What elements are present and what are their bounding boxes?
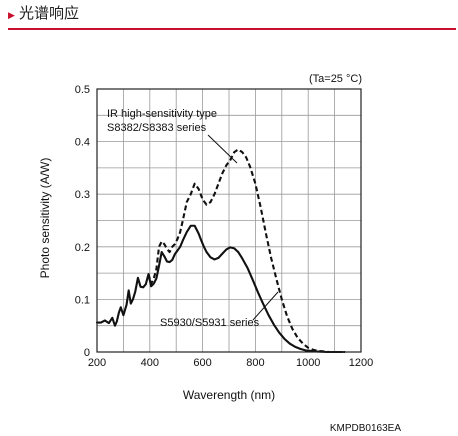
grid bbox=[97, 89, 361, 352]
x-tick-label: 800 bbox=[246, 357, 264, 369]
plot-frame bbox=[96, 88, 362, 353]
condition-label: (Ta=25 °C) bbox=[309, 73, 362, 85]
x-tick-label: 1000 bbox=[296, 357, 320, 369]
x-tick-label: 600 bbox=[193, 357, 211, 369]
series-label-ir: IR high-sensitivity type S8382/S8383 ser… bbox=[107, 108, 238, 164]
series-line-s8382 bbox=[147, 148, 346, 354]
y-tick-label: 0.1 bbox=[75, 294, 90, 306]
y-tick-label: 0.4 bbox=[75, 137, 90, 149]
series-label-s5930: S5930/S5931 series bbox=[160, 291, 279, 329]
y-axis-label: Photo sensitivity (A/W) bbox=[38, 158, 52, 279]
series-label-ir-line1: IR high-sensitivity type bbox=[107, 108, 217, 120]
series-label-s5930-leader bbox=[252, 291, 279, 321]
header-divider bbox=[8, 28, 456, 30]
y-tick-label: 0.2 bbox=[75, 242, 90, 254]
section-header: ▶ 光谱响应 bbox=[0, 0, 458, 34]
section-title: 光谱响应 bbox=[19, 5, 80, 22]
series-label-s5930-text: S5930/S5931 series bbox=[160, 317, 260, 329]
x-axis-label: Waverength (nm) bbox=[183, 388, 275, 402]
y-tick-label: 0 bbox=[84, 347, 90, 359]
axis-ticks: 200 400 600 800 1000 1200 0 0.1 0.2 0.3 0.4 0.5 bbox=[75, 84, 374, 369]
y-tick-label: 0.5 bbox=[75, 84, 90, 96]
x-tick-label: 1200 bbox=[349, 357, 373, 369]
x-tick-label: 400 bbox=[141, 357, 159, 369]
x-tick-label: 200 bbox=[88, 357, 106, 369]
series-layer bbox=[95, 148, 346, 354]
series-line-s5930 bbox=[95, 224, 344, 354]
figure-code: KMPDB0163EA bbox=[330, 423, 401, 434]
series-label-ir-line2: S8382/S8383 series bbox=[107, 122, 207, 134]
series-label-ir-leader bbox=[207, 134, 238, 164]
y-tick-label: 0.3 bbox=[75, 189, 90, 201]
section-marker-icon: ▶ bbox=[8, 10, 15, 20]
